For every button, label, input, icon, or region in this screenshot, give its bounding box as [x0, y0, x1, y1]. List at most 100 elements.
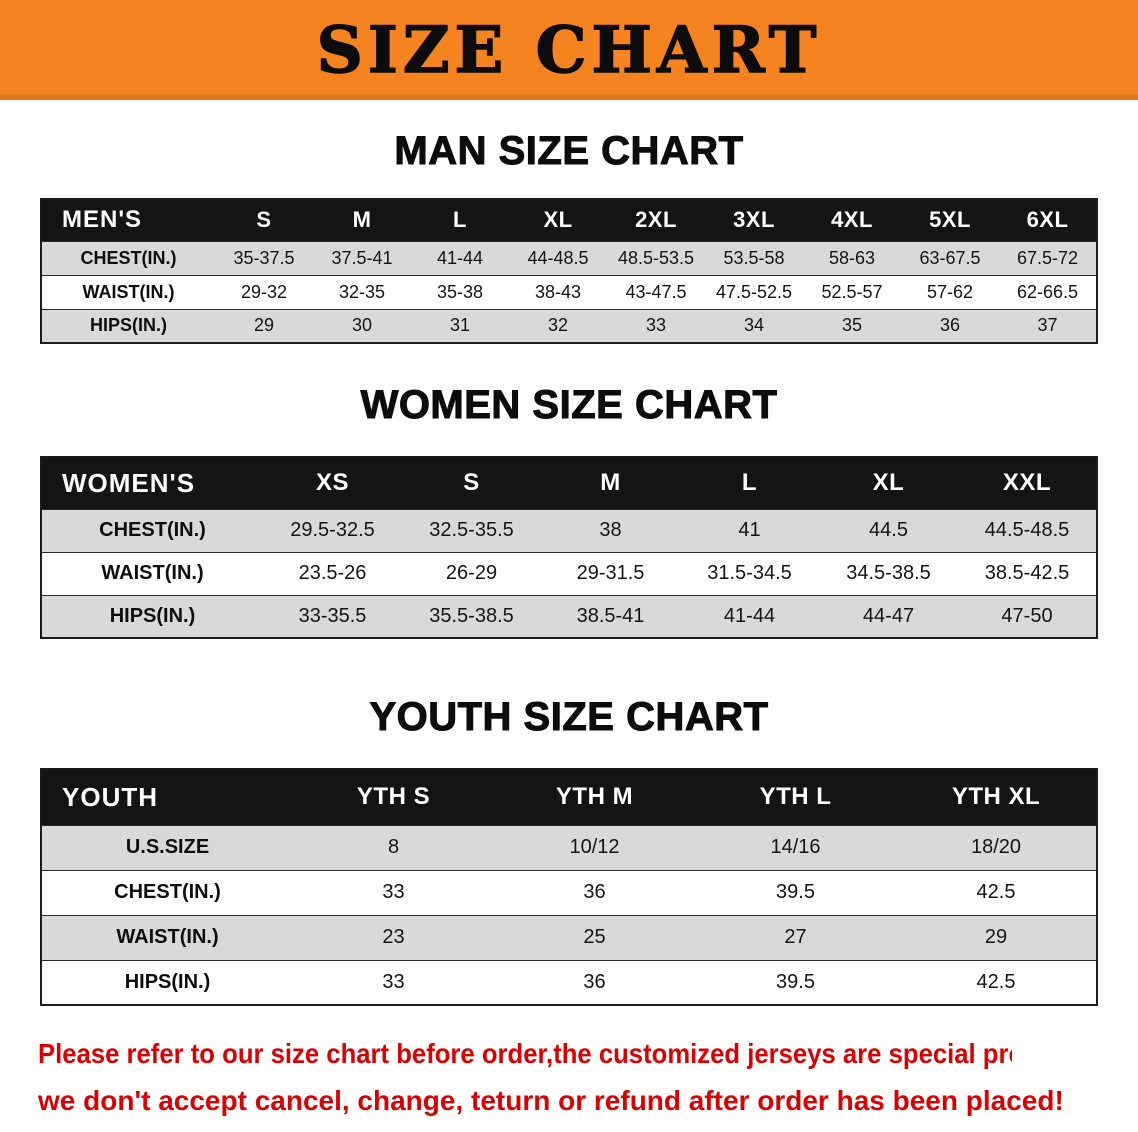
youth-header-row: YOUTH YTH S YTH M YTH L YTH XL — [41, 769, 1097, 825]
youth-size-column-header-1: YTH M — [494, 769, 695, 825]
men-value-cell-2-2: 31 — [449, 315, 471, 336]
men-value-cell-0-2: 41-44 — [436, 247, 484, 268]
men-value-cell-1-3: 38-43 — [534, 281, 582, 302]
youth-measurement-row-3: HIPS(IN.) 33 36 39.5 42.5 — [41, 960, 1097, 1005]
youth-value-cell-1-1: 36 — [583, 881, 606, 903]
men-size-column-header-4: 2XL — [607, 199, 705, 241]
women-row-label-2: HIPS(IN.) — [109, 604, 196, 627]
women-value-cell-2-1: 35.5-38.5 — [429, 604, 514, 627]
men-value-cell-2-1: 30 — [351, 315, 373, 336]
men-value-cell-0-8: 67.5-72 — [1016, 247, 1079, 268]
men-value-cell-2-8: 37 — [1037, 315, 1058, 336]
women-row-label-0: CHEST(IN.) — [99, 519, 206, 541]
youth-value-cell-3-0: 33 — [382, 970, 405, 993]
men-size-column-header-7: 5XL — [901, 199, 999, 241]
youth-value-cell-2-1: 25 — [583, 926, 606, 948]
men-value-cell-1-6: 52.5-57 — [821, 281, 883, 302]
women-size-column-header-1: S — [402, 457, 541, 509]
men-value-cell-1-1: 32-35 — [338, 281, 386, 302]
women-value-cell-1-0: 23.5-26 — [298, 562, 367, 584]
page-title: SIZE CHART — [316, 12, 822, 89]
women-section-heading: WOMEN SIZE CHART — [360, 383, 778, 428]
men-value-cell-1-0: 29-32 — [240, 281, 288, 302]
youth-measurement-row-2: WAIST(IN.) 23 25 27 29 — [41, 915, 1097, 960]
youth-value-cell-0-2: 14/16 — [770, 836, 821, 858]
men-value-cell-0-6: 58-63 — [828, 247, 876, 268]
men-size-column-header-0: S — [215, 199, 313, 241]
men-size-column-header-1: M — [313, 199, 411, 241]
men-size-column-header-8: 6XL — [999, 199, 1097, 241]
women-value-cell-2-2: 38.5-41 — [576, 604, 645, 627]
men-value-cell-1-4: 43-47.5 — [625, 281, 687, 302]
women-value-cell-0-1: 32.5-35.5 — [429, 519, 514, 541]
men-value-cell-2-7: 36 — [939, 315, 961, 336]
men-size-column-header-5: 3XL — [705, 199, 803, 241]
youth-measurement-row-0: U.S.SIZE 8 10/12 14/16 18/20 — [41, 825, 1097, 870]
women-header-row: WOMEN'S XS S M L XL XXL — [41, 457, 1097, 509]
youth-size-table: YOUTH YTH S YTH M YTH L YTH XL U.S.SIZE 8 10/12… — [40, 768, 1098, 1006]
women-size-column-header-2: M — [541, 457, 680, 509]
women-value-cell-0-0: 29.5-32.5 — [290, 519, 375, 541]
youth-size-column-header-0: YTH S — [293, 769, 494, 825]
women-value-cell-2-5: 47-50 — [1001, 604, 1053, 627]
men-value-cell-1-2: 35-38 — [436, 281, 484, 302]
youth-value-cell-1-3: 42.5 — [976, 881, 1016, 903]
youth-value-cell-2-3: 29 — [984, 926, 1008, 948]
youth-row-label-2: WAIST(IN.) — [116, 926, 219, 948]
men-size-column-header-2: L — [411, 199, 509, 241]
women-size-table: WOMEN'S XS S M L XL XXL CHEST(IN.) 29.5-32.5 32.5… — [40, 456, 1098, 639]
women-size-column-header-5: XXL — [958, 457, 1097, 509]
women-value-cell-1-3: 31.5-34.5 — [707, 562, 792, 584]
youth-value-cell-2-0: 23 — [382, 926, 405, 948]
men-section-heading: MAN SIZE CHART — [394, 129, 744, 174]
women-measurement-row-2: HIPS(IN.) 33-35.5 35.5-38.5 38.5-41 41-44 44-… — [41, 595, 1097, 638]
men-value-cell-0-4: 48.5-53.5 — [617, 247, 695, 268]
youth-size-column-header-2: YTH L — [695, 769, 896, 825]
youth-value-cell-1-2: 39.5 — [776, 881, 815, 903]
men-value-cell-2-3: 32 — [547, 315, 569, 336]
youth-section-heading: YOUTH SIZE CHART — [369, 695, 769, 740]
women-measurement-row-1: WAIST(IN.) 23.5-26 26-29 29-31.5 31.5-34.5 34… — [41, 552, 1097, 595]
women-value-cell-1-4: 34.5-38.5 — [846, 562, 931, 584]
women-measurement-row-0: CHEST(IN.) 29.5-32.5 32.5-35.5 38 41 44.5 44.5… — [41, 509, 1097, 552]
men-size-column-header-6: 4XL — [803, 199, 901, 241]
disclaimer: Please refer to our size chart before or… — [38, 1030, 1100, 1124]
youth-value-cell-1-0: 33 — [382, 881, 405, 903]
men-measurement-row-2: HIPS(IN.) 29 30 31 32 33 34 35 36 37 — [41, 309, 1097, 343]
men-value-cell-2-0: 29 — [253, 315, 275, 336]
youth-value-cell-0-0: 8 — [387, 836, 400, 858]
women-size-column-header-4: XL — [819, 457, 958, 509]
women-value-cell-2-4: 44-47 — [862, 604, 915, 627]
women-size-column-header-0: XS — [263, 457, 402, 509]
youth-value-cell-3-2: 39.5 — [776, 970, 815, 993]
women-corner-label: WOMEN'S — [41, 457, 263, 509]
men-size-section: MAN SIZE CHART MEN'S S M L XL 2XL 3XL 4XL 5XL 6XL… — [0, 128, 1138, 344]
men-value-cell-1-5: 47.5-52.5 — [715, 281, 793, 302]
men-row-label-2: HIPS(IN.) — [89, 315, 167, 336]
men-value-cell-0-5: 53.5-58 — [723, 247, 785, 268]
men-value-cell-2-4: 33 — [645, 315, 667, 336]
men-value-cell-0-3: 44-48.5 — [527, 247, 589, 268]
men-corner-label: MEN'S — [41, 199, 215, 241]
youth-value-cell-3-1: 36 — [583, 970, 606, 993]
men-value-cell-1-7: 57-62 — [926, 281, 974, 302]
men-measurement-row-0: CHEST(IN.) 35-37.5 37.5-41 41-44 44-48.5 48.5… — [41, 241, 1097, 275]
men-size-column-header-3: XL — [509, 199, 607, 241]
youth-corner-label: YOUTH — [41, 769, 293, 825]
women-size-section: WOMEN SIZE CHART WOMEN'S XS S M L XL XXL CHEST(… — [0, 382, 1138, 639]
women-value-cell-2-3: 41-44 — [723, 604, 776, 627]
men-row-label-1: WAIST(IN.) — [82, 281, 175, 302]
women-value-cell-0-4: 44.5 — [869, 519, 908, 541]
men-size-table: MEN'S S M L XL 2XL 3XL 4XL 5XL 6XL CHEST(IN.) 35-37… — [40, 198, 1098, 344]
banner: SIZE CHART — [0, 0, 1138, 100]
youth-row-label-0: U.S.SIZE — [125, 836, 210, 858]
youth-row-label-3: HIPS(IN.) — [124, 970, 211, 993]
women-value-cell-1-5: 38.5-42.5 — [984, 562, 1070, 584]
youth-measurement-row-1: CHEST(IN.) 33 36 39.5 42.5 — [41, 870, 1097, 915]
men-value-cell-1-8: 62-66.5 — [1016, 281, 1079, 302]
youth-value-cell-0-1: 10/12 — [569, 836, 620, 858]
disclaimer-line-1: Please refer to our size chart before or… — [38, 1038, 1012, 1069]
men-value-cell-0-0: 35-37.5 — [233, 247, 295, 268]
men-measurement-row-1: WAIST(IN.) 29-32 32-35 35-38 38-43 43-47.5 47.… — [41, 275, 1097, 309]
